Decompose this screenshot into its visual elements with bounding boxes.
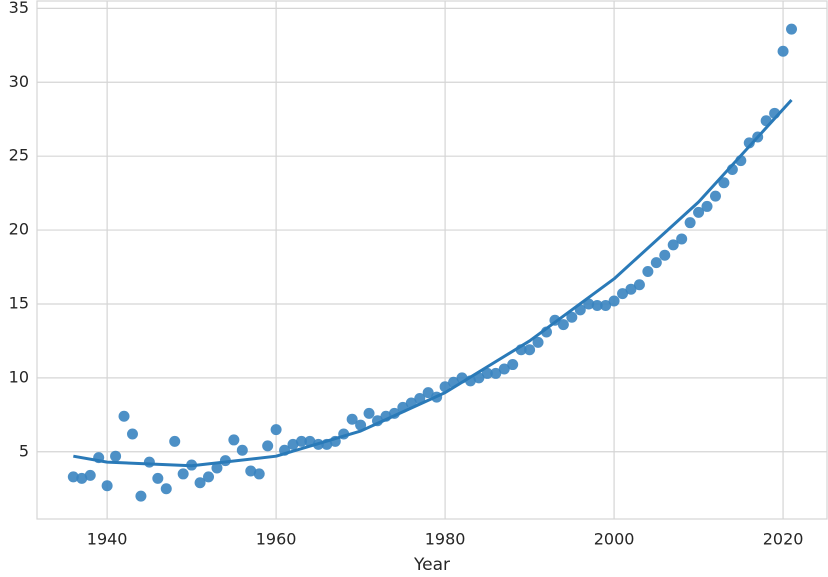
point xyxy=(659,249,671,261)
point xyxy=(667,239,679,251)
point xyxy=(684,217,696,229)
point xyxy=(777,45,789,57)
point xyxy=(135,490,147,502)
point xyxy=(498,363,510,375)
x-tick-label: 2000 xyxy=(594,530,635,549)
point xyxy=(650,257,662,269)
y-tick-label: 25 xyxy=(9,146,29,165)
y-tick-label: 30 xyxy=(9,72,29,91)
point xyxy=(701,200,713,212)
point xyxy=(481,367,493,379)
point xyxy=(363,407,375,419)
point xyxy=(355,419,367,431)
point xyxy=(566,311,578,323)
point xyxy=(152,472,164,484)
point xyxy=(617,288,629,300)
y-tick-label: 5 xyxy=(19,441,29,460)
point xyxy=(557,319,569,331)
fit-line xyxy=(73,99,793,468)
point xyxy=(524,344,536,356)
x-tick-label: 1940 xyxy=(87,530,128,549)
point xyxy=(101,480,113,492)
point xyxy=(507,359,519,371)
point xyxy=(786,23,798,35)
point xyxy=(295,435,307,447)
point xyxy=(228,434,240,446)
point xyxy=(245,465,257,477)
point xyxy=(718,177,730,189)
point xyxy=(422,387,434,399)
x-tick-label: 1980 xyxy=(425,530,466,549)
x-tick-label: 1960 xyxy=(256,530,297,549)
point xyxy=(236,444,248,456)
y-tick-label: 20 xyxy=(9,220,29,239)
plot-frame xyxy=(36,0,828,520)
point xyxy=(118,410,130,422)
point xyxy=(143,456,155,468)
point xyxy=(203,471,215,483)
point xyxy=(110,450,122,462)
point xyxy=(194,477,206,489)
point xyxy=(211,462,223,474)
point xyxy=(287,438,299,450)
point xyxy=(600,299,612,311)
point xyxy=(642,265,654,277)
point xyxy=(126,428,138,440)
y-tick-label: 10 xyxy=(9,367,29,386)
y-tick-label: 35 xyxy=(9,0,29,17)
point xyxy=(84,469,96,481)
x-tick-label: 2020 xyxy=(763,530,804,549)
point xyxy=(270,424,282,436)
point xyxy=(346,413,358,425)
point xyxy=(160,483,172,495)
point xyxy=(253,468,265,480)
point xyxy=(676,233,688,245)
point xyxy=(591,299,603,311)
point xyxy=(693,206,705,218)
point xyxy=(633,279,645,291)
point xyxy=(67,471,79,483)
point xyxy=(608,295,620,307)
point xyxy=(262,440,274,452)
x-axis-label: Year xyxy=(413,555,450,575)
point xyxy=(625,283,637,295)
point xyxy=(709,190,721,202)
point xyxy=(169,435,181,447)
point xyxy=(490,367,502,379)
y-tick-label: 15 xyxy=(9,293,29,312)
point xyxy=(532,336,544,348)
point xyxy=(177,468,189,480)
point xyxy=(743,137,755,149)
point xyxy=(76,472,88,484)
